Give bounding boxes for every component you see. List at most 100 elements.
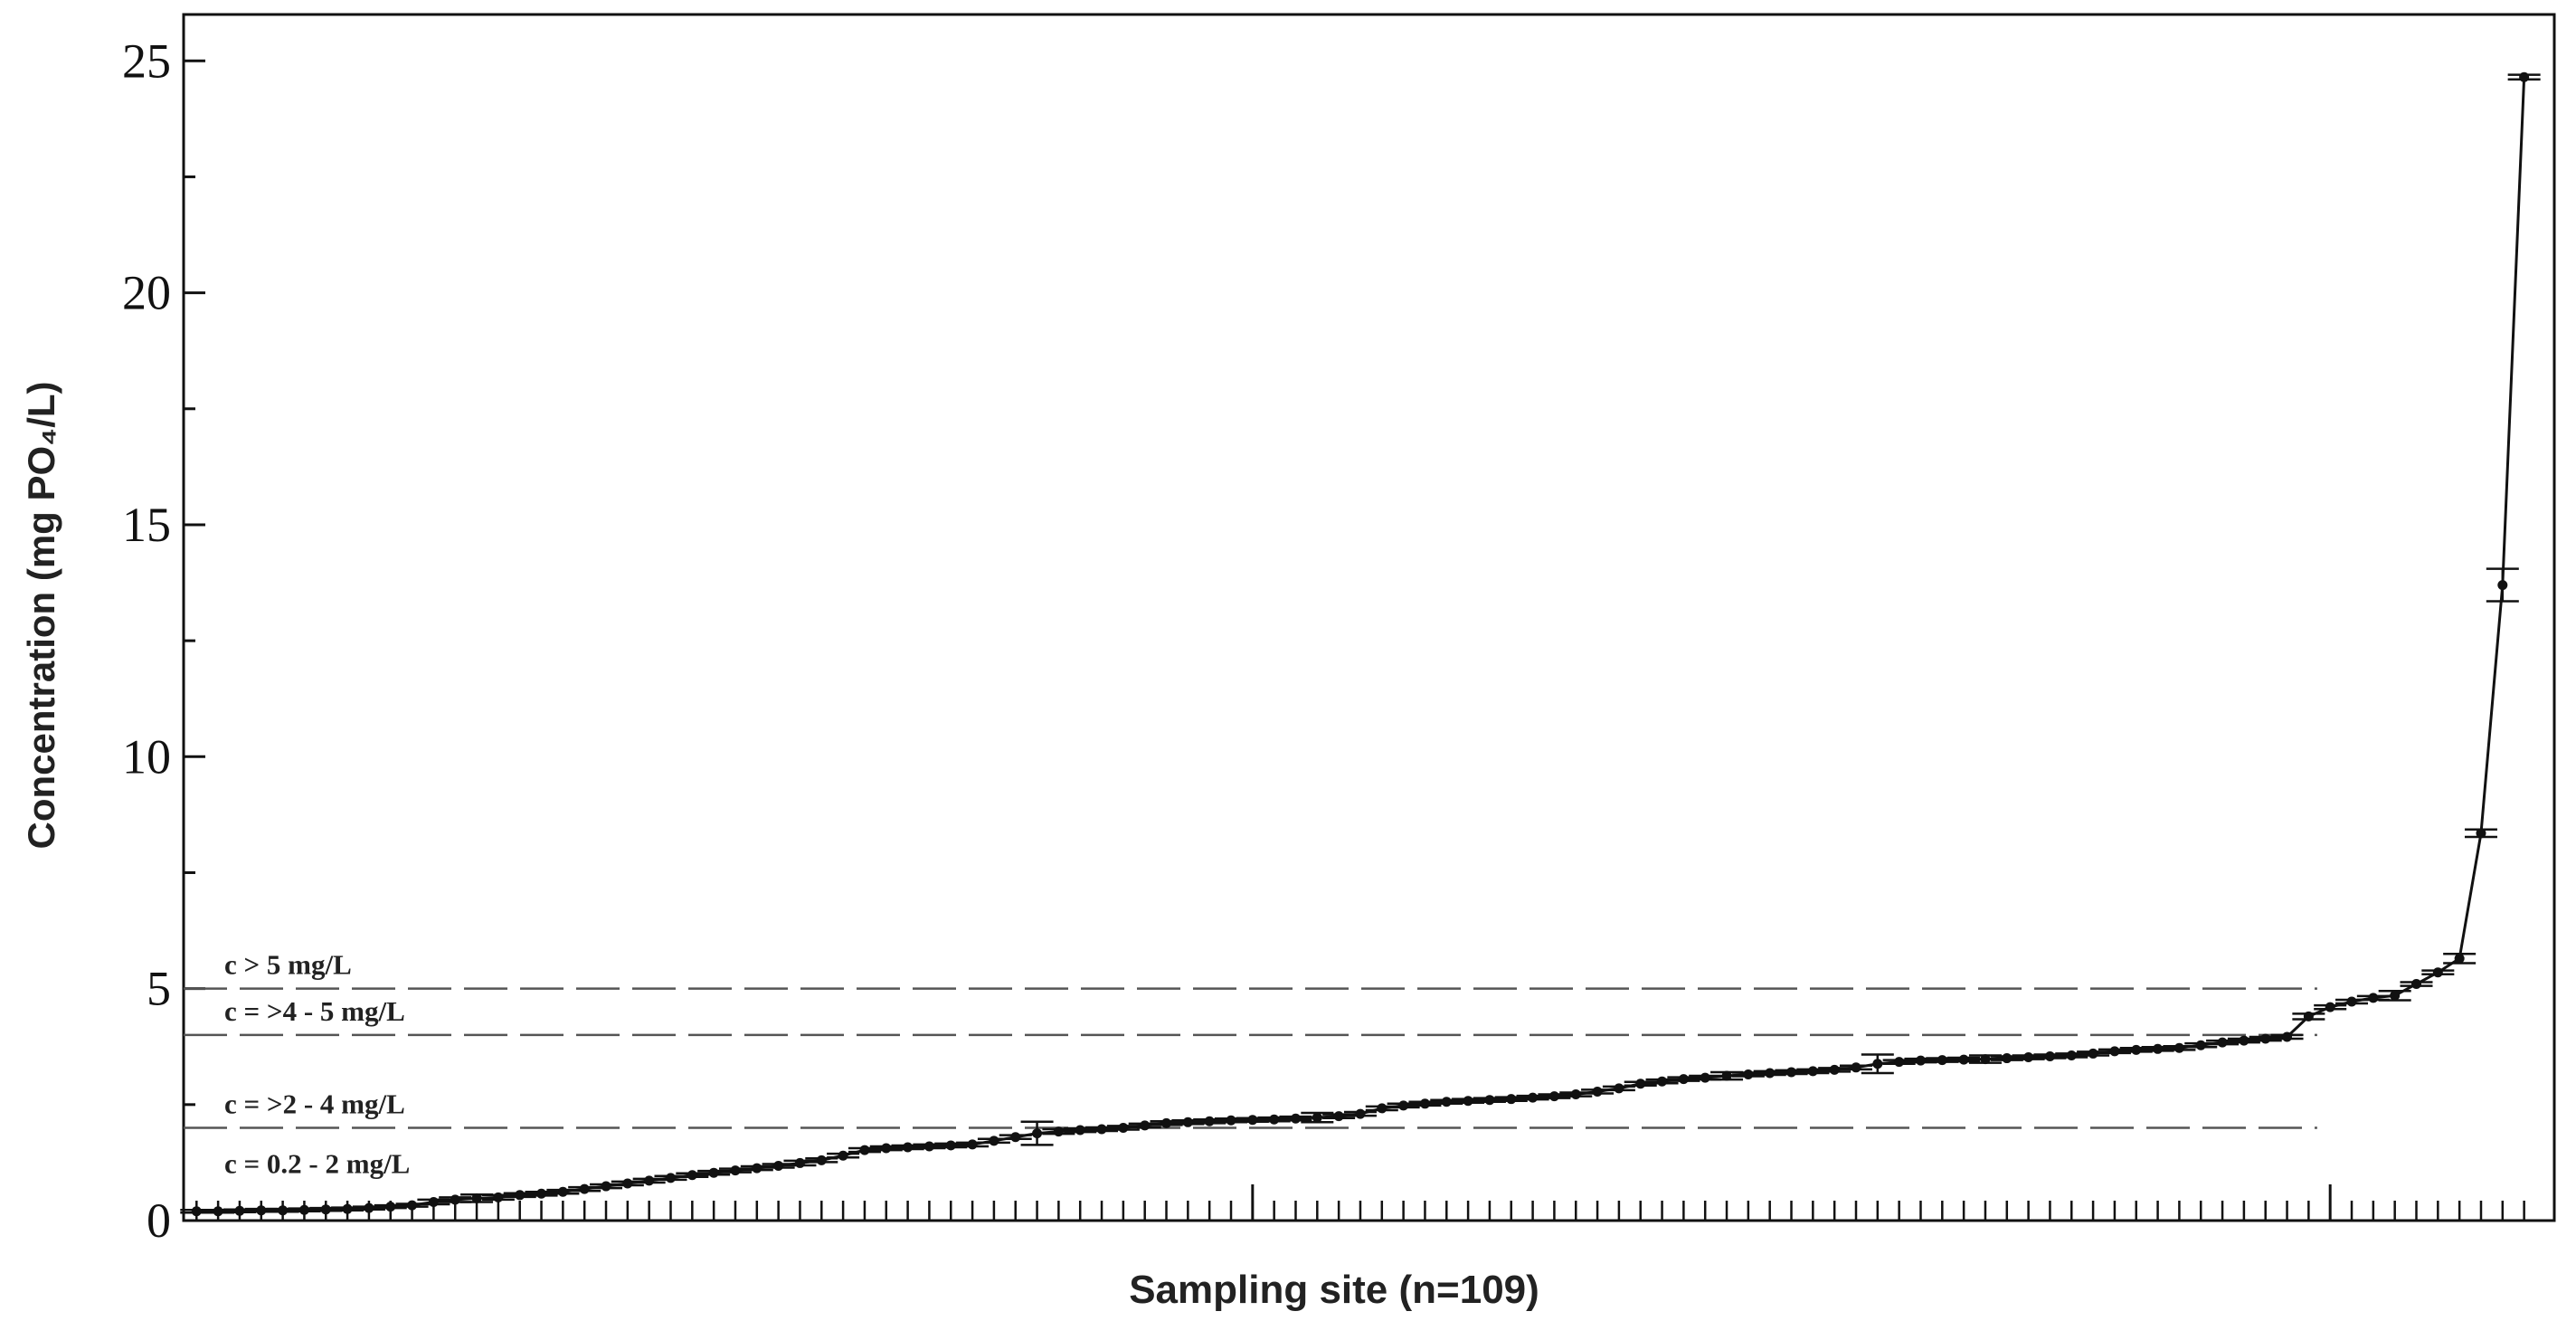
data-point bbox=[191, 1206, 202, 1217]
data-point bbox=[428, 1196, 439, 1207]
data-point bbox=[1657, 1076, 1668, 1087]
data-point bbox=[2239, 1035, 2249, 1046]
data-point bbox=[2153, 1043, 2164, 1054]
data-point bbox=[1786, 1067, 1797, 1078]
data-point bbox=[2195, 1040, 2206, 1050]
data-point bbox=[1140, 1120, 1151, 1131]
data-point bbox=[1592, 1086, 1603, 1097]
y-tick-label: 25 bbox=[122, 33, 171, 88]
data-point bbox=[1765, 1068, 1776, 1079]
data-point bbox=[2476, 828, 2486, 839]
data-point bbox=[1204, 1116, 1215, 1126]
y-tick-label: 15 bbox=[122, 498, 171, 552]
data-point bbox=[1570, 1089, 1581, 1100]
data-point bbox=[2325, 1002, 2335, 1012]
data-point bbox=[493, 1192, 504, 1202]
data-point bbox=[2519, 71, 2530, 82]
plot-frame bbox=[182, 13, 2556, 1222]
x-axis-label: Sampling site (n=109) bbox=[1129, 1268, 1539, 1312]
data-point bbox=[1161, 1117, 1172, 1128]
data-point bbox=[1980, 1054, 1991, 1065]
data-point bbox=[2368, 993, 2379, 1003]
data-point bbox=[1226, 1115, 1236, 1126]
data-point bbox=[1614, 1083, 1624, 1094]
band-label: c = 0.2 - 2 mg/L bbox=[224, 1147, 410, 1179]
data-point bbox=[2088, 1048, 2098, 1059]
data-point bbox=[665, 1173, 676, 1183]
data-point bbox=[945, 1140, 956, 1151]
y-tick-label: 20 bbox=[122, 266, 171, 320]
data-point bbox=[794, 1157, 805, 1168]
data-point bbox=[2066, 1050, 2077, 1060]
data-point bbox=[1398, 1100, 1409, 1111]
data-point bbox=[450, 1194, 460, 1205]
data-point bbox=[903, 1142, 914, 1153]
data-point bbox=[2303, 1011, 2314, 1022]
data-point bbox=[364, 1202, 374, 1213]
data-point bbox=[1032, 1128, 1043, 1139]
threshold-label: c = >4 - 5 mg/L bbox=[224, 995, 405, 1027]
data-point bbox=[1290, 1113, 1301, 1124]
data-point bbox=[2454, 953, 2465, 964]
data-point bbox=[1506, 1094, 1517, 1105]
data-point bbox=[579, 1183, 590, 1194]
data-point bbox=[730, 1165, 741, 1176]
data-point bbox=[407, 1200, 418, 1211]
data-point bbox=[1182, 1117, 1193, 1127]
data-point bbox=[1075, 1125, 1085, 1136]
data-point bbox=[2390, 990, 2401, 1001]
data-point bbox=[1463, 1096, 1473, 1107]
data-point bbox=[2260, 1033, 2271, 1044]
data-point bbox=[816, 1155, 827, 1165]
data-point bbox=[2411, 979, 2422, 990]
threshold-label: c = >2 - 4 mg/L bbox=[224, 1088, 405, 1119]
data-point bbox=[1700, 1072, 1710, 1083]
data-point bbox=[752, 1163, 762, 1174]
data-point bbox=[1247, 1115, 1258, 1126]
data-point bbox=[1441, 1097, 1452, 1107]
data-point bbox=[2346, 996, 2357, 1007]
data-point bbox=[1915, 1055, 1926, 1066]
y-tick-label: 10 bbox=[122, 729, 171, 784]
data-point bbox=[1548, 1091, 1559, 1102]
data-point bbox=[1851, 1062, 1861, 1073]
y-tick-label: 0 bbox=[147, 1193, 171, 1248]
data-point bbox=[515, 1190, 526, 1201]
data-point bbox=[278, 1205, 289, 1216]
data-point bbox=[989, 1136, 999, 1146]
data-point bbox=[1010, 1132, 1021, 1143]
data-point bbox=[622, 1178, 633, 1189]
data-point bbox=[471, 1193, 482, 1203]
data-point bbox=[923, 1141, 934, 1152]
data-point bbox=[2044, 1051, 2055, 1062]
data-point bbox=[2217, 1037, 2228, 1048]
data-point bbox=[557, 1186, 568, 1197]
data-point bbox=[1721, 1070, 1732, 1081]
y-axis-label: Concentration (mg PO₄/L) bbox=[20, 381, 62, 849]
data-point bbox=[1355, 1108, 1366, 1119]
data-point bbox=[1829, 1064, 1840, 1075]
data-point bbox=[1528, 1092, 1539, 1103]
data-point bbox=[2109, 1046, 2120, 1057]
data-point bbox=[1937, 1055, 1947, 1066]
data-point bbox=[2282, 1031, 2293, 1042]
data-point bbox=[1894, 1057, 1905, 1068]
data-point bbox=[1678, 1074, 1689, 1085]
data-point bbox=[687, 1170, 697, 1181]
data-point bbox=[838, 1150, 848, 1161]
data-point bbox=[601, 1181, 611, 1192]
data-point bbox=[536, 1188, 547, 1199]
data-point bbox=[881, 1143, 892, 1154]
data-point bbox=[2497, 580, 2508, 591]
data-point bbox=[1269, 1114, 1280, 1125]
data-point bbox=[256, 1205, 267, 1216]
data-point bbox=[2432, 967, 2443, 978]
data-point bbox=[385, 1202, 396, 1212]
data-point bbox=[1958, 1054, 1969, 1065]
threshold-label: c > 5 mg/L bbox=[224, 949, 352, 981]
data-point bbox=[1807, 1066, 1818, 1077]
data-point bbox=[320, 1204, 331, 1215]
data-point bbox=[1312, 1112, 1322, 1123]
y-tick-label: 5 bbox=[147, 962, 171, 1016]
